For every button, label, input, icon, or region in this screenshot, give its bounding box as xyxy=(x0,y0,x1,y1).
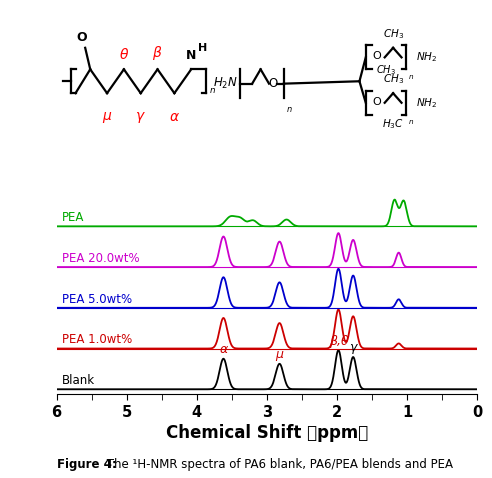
Text: $\mu$: $\mu$ xyxy=(102,110,112,125)
Text: $\theta$: $\theta$ xyxy=(119,47,129,62)
X-axis label: Chemical Shift （ppm）: Chemical Shift （ppm） xyxy=(166,424,368,442)
Text: β,θ: β,θ xyxy=(329,335,348,348)
Text: O: O xyxy=(372,97,381,107)
Text: Blank: Blank xyxy=(62,374,95,387)
Text: $CH_3$: $CH_3$ xyxy=(383,72,403,86)
Text: PEA 5.0wt%: PEA 5.0wt% xyxy=(62,293,132,306)
Text: μ: μ xyxy=(276,348,283,361)
Text: $_n$: $_n$ xyxy=(408,72,414,82)
Text: $_n$: $_n$ xyxy=(286,102,293,115)
Text: O: O xyxy=(372,52,381,61)
Text: $CH_3$: $CH_3$ xyxy=(383,27,403,41)
Text: $NH_2$: $NH_2$ xyxy=(416,96,438,109)
Text: $\alpha$: $\alpha$ xyxy=(169,110,180,124)
Text: α: α xyxy=(219,343,228,356)
Text: The ¹H-NMR spectra of PA6 blank, PA6/PEA blends and PEA: The ¹H-NMR spectra of PA6 blank, PA6/PEA… xyxy=(103,458,453,471)
Text: $\gamma$: $\gamma$ xyxy=(135,110,146,125)
Text: O: O xyxy=(77,32,87,44)
Text: N: N xyxy=(186,49,196,62)
Text: O: O xyxy=(269,77,278,90)
Text: H: H xyxy=(197,43,207,53)
Text: Figure 4:: Figure 4: xyxy=(57,458,116,471)
Text: $\beta$: $\beta$ xyxy=(153,44,163,62)
Text: $CH_3$: $CH_3$ xyxy=(376,64,396,77)
Text: PEA 1.0wt%: PEA 1.0wt% xyxy=(62,334,132,347)
Text: $H_3C$: $H_3C$ xyxy=(382,117,404,131)
Text: $H_2N$: $H_2N$ xyxy=(213,76,238,91)
Text: γ: γ xyxy=(349,341,357,355)
Text: $NH_2$: $NH_2$ xyxy=(416,51,438,64)
Text: $_n$: $_n$ xyxy=(408,117,414,127)
Text: $_n$: $_n$ xyxy=(209,83,216,96)
Text: PEA 20.0wt%: PEA 20.0wt% xyxy=(62,252,140,265)
Text: PEA: PEA xyxy=(62,211,85,224)
